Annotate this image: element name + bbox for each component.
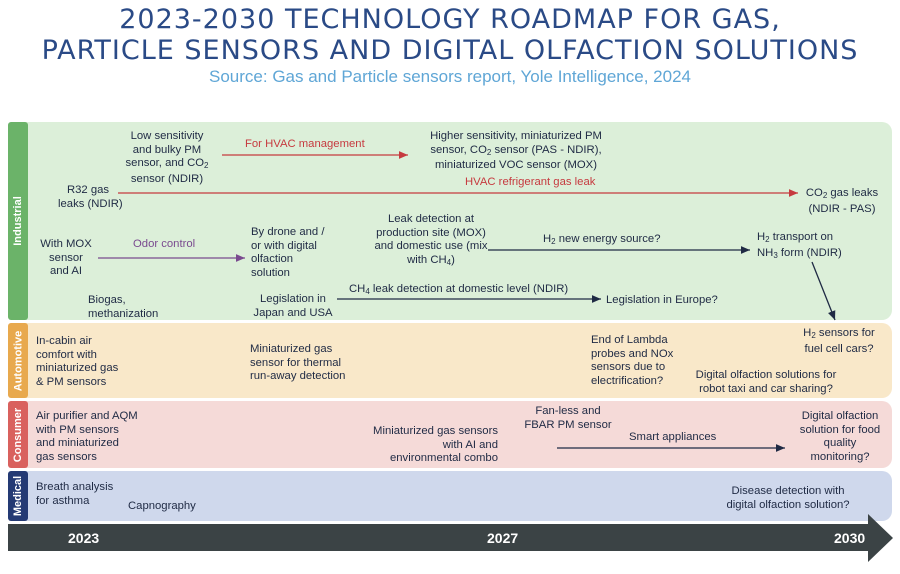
higher-sensitivity-text: Higher sensitivity, miniaturized PM sens… — [430, 130, 602, 171]
title-line-2: PARTICLE SENSORS AND DIGITAL OLFACTION S… — [41, 35, 859, 66]
year-2030: 2030 — [834, 530, 866, 546]
title-line-1: 2023-2030 TECHNOLOGY ROADMAP FOR GAS, — [119, 4, 781, 35]
industrial-band — [8, 122, 892, 320]
consumer-band — [8, 401, 892, 468]
h2-transport-text: H2 transport on NH3 form (NDIR) — [757, 231, 842, 260]
year-2027: 2027 — [487, 530, 519, 546]
fanless-text: Fan-less and FBAR PM sensor — [524, 405, 612, 431]
industrial-tab: Industrial — [8, 122, 28, 320]
legislation-europe-label: Legislation in Europe? — [606, 294, 718, 306]
biogas-text: Biogas, methanization — [88, 294, 159, 320]
leak-detection-text: Leak detection at production site (MOX) a… — [374, 213, 488, 267]
breath-analysis-text: Breath analysis for asthma — [36, 481, 114, 507]
h2-cars-arrow — [811, 261, 836, 321]
timeline-arrowhead — [868, 514, 893, 562]
subtitle: Source: Gas and Particle sensors report,… — [209, 67, 691, 86]
h2-energy-label: H2 new energy source? — [543, 233, 661, 246]
h2-sensors-text: H2 sensors for fuel cell cars? — [803, 327, 875, 355]
co2-leaks-text: CO2 gas leaks (NDIR - PAS) — [805, 187, 879, 215]
in-cabin-text: In-cabin air comfort with miniaturized ga… — [36, 335, 119, 388]
automotive-band — [8, 323, 892, 398]
mox-ai-text: With MOX sensor and AI — [40, 238, 92, 277]
ai-combo-text: Miniaturized gas sensors with AI and envi… — [373, 425, 498, 464]
capnography-label: Capnography — [128, 500, 196, 512]
smart-appliances-label: Smart appliances — [629, 431, 717, 443]
low-sensitivity-text: Low sensitivity and bulky PM sensor, and… — [125, 130, 209, 185]
disease-detection-text: Disease detection with digital olfaction … — [726, 485, 850, 511]
year-2023: 2023 — [68, 530, 100, 546]
consumer-tab: Consumer — [8, 401, 28, 468]
drone-text: By drone and / or with digital olfaction s… — [251, 226, 325, 279]
legislation-japan-text: Legislation in Japan and USA — [253, 293, 333, 319]
medical-tab: Medical — [8, 471, 28, 521]
robot-taxi-text: Digital olfaction solutions for robot tax… — [695, 369, 837, 395]
medical-band — [8, 471, 892, 521]
r32-text: R32 gas leaks (NDIR) — [58, 184, 123, 210]
lambda-probes-text: End of Lambda probes and NOx sensors due … — [591, 334, 674, 387]
ch4-leak-label: CH4 leak detection at domestic level (ND… — [349, 283, 569, 296]
food-monitoring-text: Digital olfaction solution for food quali… — [799, 410, 881, 463]
hvac-leak-label: HVAC refrigerant gas leak — [465, 176, 596, 188]
for-hvac-label: For HVAC management — [245, 138, 365, 150]
thermal-runaway-text: Miniaturized gas sensor for thermal run-a… — [250, 343, 346, 382]
air-purifier-text: Air purifier and AQM with PM sensors and … — [36, 410, 138, 463]
odor-control-label: Odor control — [133, 238, 196, 250]
automotive-tab: Automotive — [8, 323, 28, 398]
timeline-bar — [8, 524, 876, 551]
